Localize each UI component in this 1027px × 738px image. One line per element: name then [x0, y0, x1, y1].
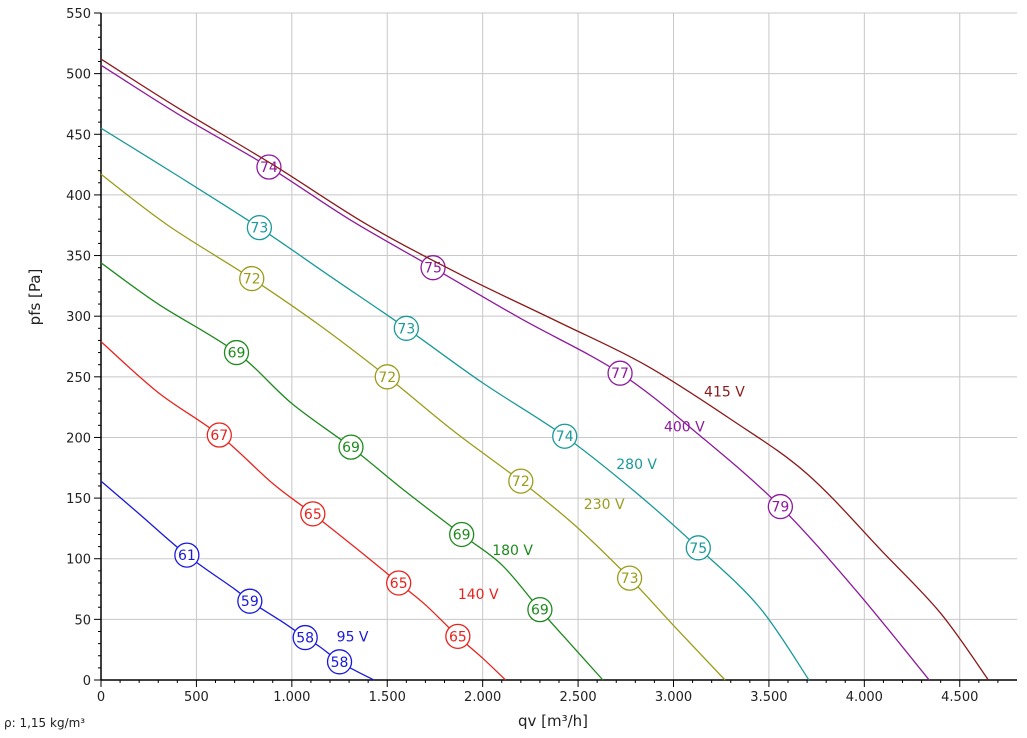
y-tick-label: 250	[66, 371, 91, 386]
efficiency-marker-label: 65	[304, 507, 322, 523]
x-tick-label: 2.000	[464, 690, 501, 705]
efficiency-marker	[292, 624, 318, 651]
efficiency-marker	[685, 535, 711, 561]
y-tick-label: 350	[66, 250, 91, 265]
series-280v: 73 73 74 75 280 V	[100, 127, 810, 681]
series-95v: 61 59 58 58 95 V	[100, 480, 375, 681]
series-name-label: 180 V	[492, 543, 533, 559]
efficiency-marker	[246, 215, 273, 241]
series-140v: 67 65 65 65 140 V	[100, 341, 507, 681]
series-name-label: 230 V	[584, 497, 625, 513]
efficiency-marker	[338, 434, 364, 460]
series-name-label: 400 V	[664, 420, 705, 436]
y-tick-label: 50	[74, 613, 91, 628]
x-tick-label: 2.500	[559, 690, 596, 705]
efficiency-marker	[174, 542, 200, 568]
y-tick-label: 200	[66, 431, 91, 446]
series-180v: 69 69 69 69 180 V	[100, 262, 604, 681]
efficiency-marker-label: 77	[611, 366, 629, 382]
efficiency-marker-label: 58	[331, 655, 349, 671]
efficiency-marker	[552, 423, 578, 449]
efficiency-marker-label: 65	[449, 629, 467, 645]
x-tick-label: 1.000	[273, 690, 310, 705]
series-name-label: 280 V	[616, 457, 657, 473]
series-name-label: 140 V	[458, 587, 499, 603]
y-tick-label: 100	[66, 553, 91, 568]
efficiency-marker-label: 74	[556, 429, 574, 445]
efficiency-marker-label: 73	[621, 571, 639, 587]
efficiency-marker	[445, 623, 471, 649]
efficiency-marker-label: 67	[210, 428, 228, 444]
efficiency-marker-label: 65	[390, 576, 408, 592]
y-tick-label: 500	[66, 68, 91, 83]
y-tick-label: 400	[66, 189, 91, 204]
series-name-label: 95 V	[337, 629, 369, 645]
efficiency-marker	[767, 493, 794, 520]
x-tick-label: 500	[184, 690, 209, 705]
x-tick-label: 3.000	[655, 690, 692, 705]
efficiency-marker	[206, 422, 232, 448]
y-tick-label: 0	[83, 674, 91, 689]
y-tick-label: 150	[66, 492, 91, 507]
y-tick-label: 550	[66, 7, 91, 22]
efficiency-marker	[527, 597, 553, 623]
efficiency-marker-label: 61	[178, 548, 196, 564]
efficiency-marker	[508, 468, 534, 494]
efficiency-marker	[300, 501, 326, 527]
efficiency-marker-label: 72	[243, 272, 261, 288]
efficiency-marker-label: 75	[689, 541, 707, 557]
efficiency-marker-label: 69	[228, 346, 246, 362]
efficiency-marker	[237, 588, 263, 614]
x-tick-label: 1.500	[369, 690, 406, 705]
x-axis-label: qv [m³/h]	[518, 712, 588, 730]
series-line	[100, 480, 375, 681]
efficiency-marker	[223, 339, 250, 366]
efficiency-marker-label: 69	[453, 527, 471, 543]
efficiency-marker	[256, 154, 282, 180]
efficiency-marker	[386, 570, 412, 596]
efficiency-marker-label: 69	[342, 440, 360, 456]
series-400v: 74 75 77 79 400 V	[100, 64, 930, 681]
series-name-label: 415 V	[704, 384, 745, 400]
efficiency-marker	[393, 315, 419, 341]
series-line	[100, 127, 810, 681]
efficiency-marker-label: 79	[771, 500, 789, 516]
efficiency-marker-label: 73	[250, 221, 268, 237]
efficiency-marker	[607, 360, 633, 386]
y-axis-label: pfs [Pa]	[26, 269, 44, 326]
series-line	[100, 64, 930, 681]
efficiency-marker	[420, 255, 446, 281]
series-230v: 72 72 72 73 230 V	[100, 173, 726, 681]
y-tick-label: 300	[66, 310, 91, 325]
efficiency-marker	[374, 364, 400, 390]
efficiency-marker-label: 73	[397, 321, 415, 337]
density-footnote: ρ: 1,15 kg/m³	[4, 716, 86, 730]
efficiency-marker	[449, 521, 475, 548]
efficiency-marker	[616, 565, 643, 591]
efficiency-marker-label: 72	[512, 474, 530, 490]
x-tick-label: 3.500	[750, 690, 787, 705]
y-tick-label: 450	[66, 128, 91, 143]
efficiency-marker-label: 72	[378, 370, 396, 386]
x-tick-label: 0	[97, 690, 105, 705]
efficiency-marker-label: 69	[531, 603, 549, 619]
efficiency-marker-label: 75	[424, 261, 442, 277]
efficiency-marker-label: 74	[260, 160, 278, 176]
efficiency-marker	[239, 265, 265, 292]
x-tick-label: 4.500	[941, 690, 978, 705]
series-line	[100, 58, 989, 681]
axis-labels: qv [m³/h] pfs [Pa]	[26, 269, 588, 730]
efficiency-marker-label: 59	[241, 594, 259, 610]
x-tick-label: 4.000	[846, 690, 883, 705]
axes: 0 500 1.000 1.500 2.000 2.500 3.000 3.500 4.000 4…	[66, 7, 1017, 705]
efficiency-marker	[326, 649, 353, 675]
series-415v: 415 V	[100, 58, 989, 681]
efficiency-marker-label: 58	[296, 631, 314, 647]
